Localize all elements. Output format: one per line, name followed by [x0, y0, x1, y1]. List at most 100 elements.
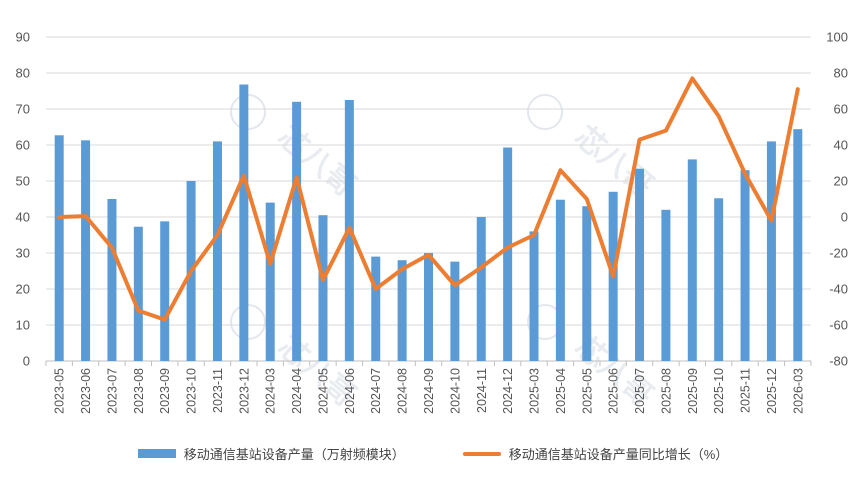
line-point — [348, 227, 350, 229]
y-left-tick-label: 80 — [16, 66, 30, 81]
x-tick-label: 2024-12 — [501, 368, 515, 414]
bar — [160, 221, 170, 361]
x-tick-label: 2025-08 — [659, 368, 673, 414]
watermark-logo — [527, 94, 563, 130]
y-left-tick-label: 70 — [16, 102, 30, 117]
y-axis-left: 0 10 20 30 40 50 60 70 80 90 — [16, 30, 30, 369]
line-point — [691, 77, 693, 79]
x-tick-label: 2024-11 — [475, 368, 489, 413]
bar — [529, 231, 539, 361]
y-left-tick-label: 0 — [23, 354, 30, 369]
legend-label-bar: 移动通信基站设备产量（万射频模块） — [183, 447, 405, 462]
line-point — [243, 175, 245, 177]
y-left-tick-label: 60 — [16, 138, 30, 153]
bar — [239, 84, 249, 362]
bar — [397, 260, 407, 361]
x-tick-label: 2024-06 — [343, 368, 357, 414]
bar — [212, 141, 222, 361]
bar — [450, 261, 460, 361]
y-left-tick-label: 20 — [16, 282, 30, 297]
bar-series — [54, 84, 803, 362]
x-tick-label: 2025-03 — [528, 368, 542, 414]
y-left-tick-label: 90 — [16, 30, 30, 45]
line-point — [428, 254, 429, 256]
bar — [687, 159, 697, 361]
line-point — [164, 319, 166, 321]
y-left-tick-label: 50 — [16, 174, 30, 189]
bar — [476, 217, 486, 361]
y-right-tick-label: -20 — [829, 246, 848, 261]
line-point — [533, 234, 535, 236]
bar — [582, 206, 592, 361]
x-tick-label: 2025-11 — [739, 368, 753, 413]
line-point — [612, 275, 614, 277]
x-tick-label: 2025-09 — [686, 368, 700, 414]
bar — [661, 209, 671, 361]
line-point — [375, 288, 377, 290]
bar — [54, 135, 64, 361]
bar — [107, 199, 117, 361]
bar — [555, 199, 565, 361]
bar — [793, 129, 803, 361]
bar — [424, 253, 433, 361]
line-point — [190, 270, 192, 272]
bar — [766, 141, 776, 361]
y-left-tick-label: 30 — [16, 246, 30, 261]
y-right-tick-label: 80 — [834, 66, 848, 81]
line-point — [322, 279, 324, 281]
line-point — [797, 88, 799, 90]
line-point — [770, 220, 772, 222]
x-tick-label: 2023-05 — [53, 368, 67, 414]
x-tick-label: 2023-08 — [132, 368, 146, 414]
legend-label-line: 移动通信基站设备产量同比增长（%） — [508, 447, 729, 462]
x-tick-label: 2024-04 — [290, 368, 304, 414]
bar — [371, 256, 381, 361]
bar — [740, 170, 750, 361]
x-tick-label: 2024-08 — [396, 368, 410, 414]
line-point — [507, 247, 509, 249]
x-tick-label: 2023-11 — [211, 368, 225, 413]
line-point — [480, 266, 482, 268]
line-point — [454, 284, 456, 286]
y-right-tick-label: 40 — [834, 138, 848, 153]
x-tick-label: 2025-07 — [633, 368, 647, 414]
x-tick-label: 2023-10 — [185, 368, 199, 414]
x-tick-label: 2023-06 — [79, 368, 93, 414]
line-point — [639, 139, 641, 141]
line-point — [216, 234, 218, 236]
y-right-tick-label: -40 — [829, 282, 848, 297]
x-tick-label: 2023-09 — [158, 368, 172, 414]
y-left-tick-label: 40 — [16, 210, 30, 225]
bar — [292, 101, 302, 362]
line-point — [401, 268, 403, 270]
line-point — [137, 310, 139, 312]
x-tick-label: 2024-07 — [369, 368, 383, 414]
line-point — [111, 247, 113, 249]
bar — [714, 198, 724, 361]
line-point — [718, 115, 720, 117]
line-point — [586, 198, 588, 200]
grid-lines — [46, 36, 811, 362]
x-tick-label: 2023-12 — [237, 368, 251, 414]
bar — [81, 140, 91, 361]
x-tick-label: 2025-12 — [765, 368, 779, 414]
legend: 移动通信基站设备产量（万射频模块） 移动通信基站设备产量同比增长（%） — [0, 444, 866, 463]
bar — [318, 215, 328, 361]
line-series — [57, 76, 800, 322]
y-axis-right: -80 -60 -40 -20 0 20 40 60 80 100 — [826, 30, 848, 369]
line-point — [665, 130, 667, 132]
y-right-tick-label: 100 — [826, 30, 848, 45]
x-tick-label: 2025-06 — [607, 368, 621, 414]
x-tick-label: 2026-03 — [791, 368, 805, 414]
x-tick-label: 2025-10 — [712, 368, 726, 414]
x-axis: 2023-05 2023-06 2023-07 2023-08 2023-09 2023-… — [45, 361, 812, 414]
y-right-tick-label: 20 — [834, 174, 848, 189]
x-tick-label: 2024-10 — [448, 368, 462, 414]
x-tick-label: 2024-03 — [264, 368, 278, 414]
line-point — [85, 215, 87, 217]
x-tick-label: 2023-07 — [105, 368, 119, 414]
y-right-tick-label: -80 — [829, 354, 848, 369]
line-point — [744, 173, 746, 175]
x-tick-label: 2024-05 — [316, 368, 330, 414]
